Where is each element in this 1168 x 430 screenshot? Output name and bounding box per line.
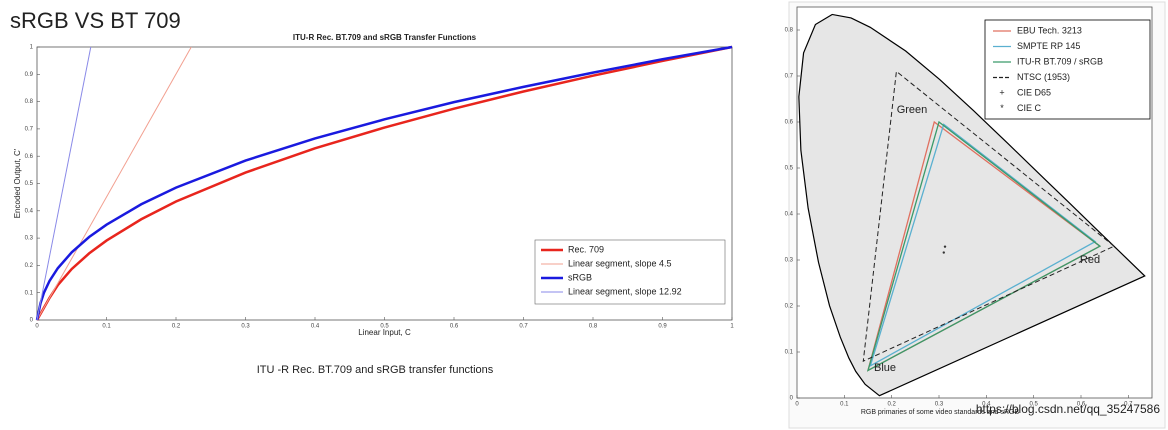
y-tick-label: 0.6 [785,120,794,126]
caption: ITU -R Rec. BT.709 and sRGB transfer fun… [257,364,494,376]
legend-label: Linear segment, slope 12.92 [568,286,682,296]
legend-box [534,239,726,305]
primary-label: Green [897,104,928,116]
chart-title: ITU-R Rec. BT.709 and sRGB Transfer Func… [293,33,477,42]
x-tick-label: 1 [730,324,734,330]
legend-marker: + [999,87,1004,97]
y-tick-label: 0.6 [25,154,34,160]
y-tick-label: 0.9 [25,72,34,78]
x-tick-label: 0.4 [982,402,991,408]
legend-label: Rec. 709 [568,244,604,254]
x-tick-label: 0.4 [311,324,320,330]
x-tick-label: 0.8 [589,324,598,330]
white-point [943,245,947,248]
y-tick-label: 0 [790,396,794,402]
legend-label: Linear segment, slope 4.5 [568,258,672,268]
y-tick-label: 0.7 [25,126,34,132]
x-tick-label: 0 [35,324,39,330]
y-tick-label: 0.1 [25,290,34,296]
legend-label: CIE D65 [1017,87,1051,97]
x-tick-label: 0.7 [1124,402,1133,408]
y-tick-label: 0.4 [785,212,794,218]
y-tick-label: 1 [30,45,34,51]
line-series [36,46,192,321]
gamut-triangle [862,70,1116,363]
x-axis-label: RGB primaries of some video standards an… [861,409,1020,416]
watermark: https://blog.csdn.net/qq_35247586 [976,402,1160,416]
x-tick-label: 0.1 [840,402,849,408]
y-tick-label: 0.8 [785,28,794,34]
y-tick-label: 0.2 [25,263,34,269]
gamut-triangle [869,123,1097,368]
y-tick-label: 0.8 [25,99,34,105]
primary-label: Red [1080,254,1100,266]
x-tick-label: 0.3 [935,402,944,408]
legend-label: NTSC (1953) [1017,72,1070,82]
gamut-triangle [866,120,1102,372]
y-tick-label: 0.7 [785,74,794,80]
y-axis-label: Encoded Output, C' [13,148,22,218]
line-series [36,46,92,321]
y-tick-label: 0.1 [785,350,794,356]
y-tick-label: 0.3 [785,258,794,264]
x-tick-label: 0 [795,402,799,408]
y-tick-label: 0.5 [785,166,794,172]
x-tick-label: 0.1 [102,324,111,330]
x-tick-label: 0.2 [887,402,896,408]
x-tick-label: 0.5 [380,324,389,330]
y-tick-label: 0 [30,318,34,324]
line-series [35,45,733,321]
primary-label: Blue [874,362,896,374]
legend-label: EBU Tech. 3213 [1017,25,1082,35]
x-tick-label: 0.6 [450,324,459,330]
y-tick-label: 0.3 [25,236,34,242]
legend-label: sRGB [568,272,592,282]
white-point [942,251,945,254]
y-tick-label: 0.4 [25,208,34,214]
legend-label: CIE C [1017,103,1042,113]
y-tick-label: 0.2 [785,304,794,310]
x-tick-label: 0.5 [1029,402,1038,408]
legend-label: SMPTE RP 145 [1017,41,1080,51]
legend-box [984,19,1151,120]
legend-label: ITU-R BT.709 / sRGB [1017,56,1103,66]
spectral-locus [798,13,1146,397]
x-tick-label: 0.7 [519,324,528,330]
legend-marker: * [1000,103,1004,113]
x-axis-label: Linear Input, C [358,328,411,337]
x-tick-label: 0.6 [1077,402,1086,408]
x-tick-label: 0.3 [241,324,250,330]
x-tick-label: 0.9 [658,324,667,330]
x-tick-label: 0.2 [172,324,181,330]
heading: sRGB VS BT 709 [10,8,181,33]
y-tick-label: 0.5 [25,181,34,187]
